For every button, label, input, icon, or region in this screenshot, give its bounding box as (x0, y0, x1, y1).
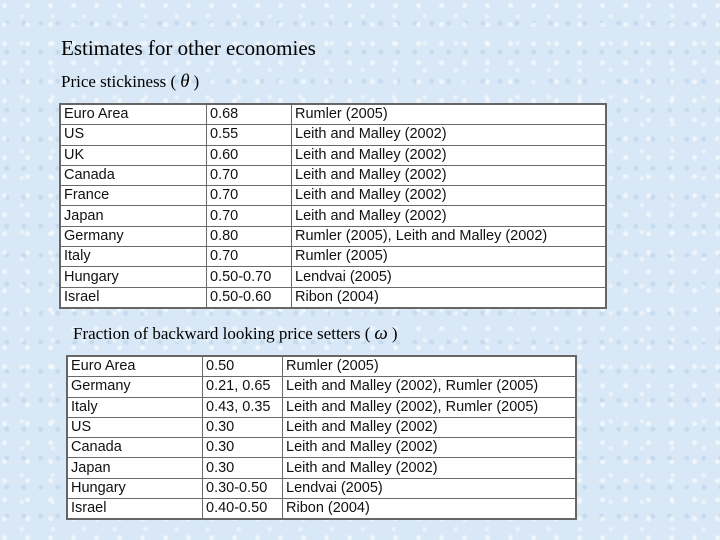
source-cell: Leith and Malley (2002) (282, 457, 577, 479)
source-cell: Leith and Malley (2002), Rumler (2005) (282, 396, 577, 418)
estimate-cell: 0.30 (202, 416, 283, 439)
country-cell: France (59, 185, 207, 207)
estimate-cell: 0.55 (206, 124, 292, 146)
country-cell: Canada (66, 437, 203, 459)
backward-looking-caption: Fraction of backward looking price sette… (73, 323, 398, 345)
caption-end: ) (391, 324, 398, 343)
caption-end: ) (193, 72, 200, 91)
estimate-cell: 0.50-0.70 (206, 266, 292, 288)
country-cell: Germany (59, 225, 207, 248)
country-cell: Hungary (66, 477, 203, 500)
table-row: France 0.70 Leith and Malley (2002) (59, 185, 607, 207)
table-row: Israel 0.40-0.50 Ribon (2004) (66, 498, 577, 520)
country-cell: Canada (59, 164, 207, 187)
country-cell: UK (59, 144, 207, 166)
source-cell: Ribon (2004) (282, 498, 577, 520)
source-cell: Leith and Malley (2002) (291, 205, 607, 227)
estimate-cell: 0.80 (206, 225, 292, 248)
caption-text: Price stickiness ( (61, 72, 177, 91)
country-cell: Italy (59, 246, 207, 268)
backward-looking-table: Euro Area 0.50 Rumler (2005) Germany 0.21, 0… (66, 355, 577, 521)
price-stickiness-table: Euro Area 0.68 Rumler (2005) US 0.55 Leith an… (59, 103, 607, 309)
source-cell: Rumler (2005) (282, 355, 577, 378)
slide-title: Estimates for other economies (61, 36, 316, 60)
theta-symbol: θ (180, 71, 190, 92)
estimate-cell: 0.30 (202, 457, 283, 479)
source-cell: Lendvai (2005) (282, 477, 577, 500)
source-cell: Leith and Malley (2002) (291, 185, 607, 207)
table-row: Japan 0.30 Leith and Malley (2002) (66, 457, 577, 479)
estimate-cell: 0.30-0.50 (202, 477, 283, 500)
table-row: US 0.55 Leith and Malley (2002) (59, 124, 607, 146)
source-cell: Leith and Malley (2002) (282, 416, 577, 439)
country-cell: Euro Area (59, 103, 207, 126)
source-cell: Leith and Malley (2002), Rumler (2005) (282, 376, 577, 398)
estimate-cell: 0.30 (202, 437, 283, 459)
country-cell: Japan (59, 205, 207, 227)
source-cell: Ribon (2004) (291, 286, 607, 309)
estimate-cell: 0.43, 0.35 (202, 396, 283, 418)
table-row: Hungary 0.50-0.70 Lendvai (2005) (59, 266, 607, 288)
table-row: Euro Area 0.50 Rumler (2005) (66, 355, 577, 378)
estimate-cell: 0.70 (206, 246, 292, 268)
estimate-cell: 0.21, 0.65 (202, 376, 283, 398)
estimate-cell: 0.40-0.50 (202, 498, 283, 520)
country-cell: US (59, 124, 207, 146)
table-row: Israel 0.50-0.60 Ribon (2004) (59, 286, 607, 309)
table-row: UK 0.60 Leith and Malley (2002) (59, 144, 607, 166)
estimate-cell: 0.70 (206, 205, 292, 227)
table-row: Italy 0.70 Rumler (2005) (59, 246, 607, 268)
source-cell: Rumler (2005) (291, 246, 607, 268)
country-cell: Euro Area (66, 355, 203, 378)
source-cell: Leith and Malley (2002) (291, 124, 607, 146)
country-cell: US (66, 416, 203, 439)
table-row: Canada 0.70 Leith and Malley (2002) (59, 164, 607, 187)
table-row: Canada 0.30 Leith and Malley (2002) (66, 437, 577, 459)
source-cell: Rumler (2005), Leith and Malley (2002) (291, 225, 607, 248)
estimate-cell: 0.50 (202, 355, 283, 378)
estimate-cell: 0.68 (206, 103, 292, 126)
source-cell: Leith and Malley (2002) (282, 437, 577, 459)
caption-text: Fraction of backward looking price sette… (73, 324, 371, 343)
table-row: Japan 0.70 Leith and Malley (2002) (59, 205, 607, 227)
estimate-cell: 0.50-0.60 (206, 286, 292, 309)
source-cell: Leith and Malley (2002) (291, 144, 607, 166)
estimate-cell: 0.60 (206, 144, 292, 166)
source-cell: Rumler (2005) (291, 103, 607, 126)
table-row: Hungary 0.30-0.50 Lendvai (2005) (66, 477, 577, 500)
table-row: Germany 0.21, 0.65 Leith and Malley (2002)… (66, 376, 577, 398)
source-cell: Leith and Malley (2002) (291, 164, 607, 187)
country-cell: Italy (66, 396, 203, 418)
omega-symbol: ω (374, 323, 388, 344)
estimate-cell: 0.70 (206, 164, 292, 187)
country-cell: Germany (66, 376, 203, 398)
country-cell: Israel (66, 498, 203, 520)
table-row: US 0.30 Leith and Malley (2002) (66, 416, 577, 439)
table-row: Italy 0.43, 0.35 Leith and Malley (2002), … (66, 396, 577, 418)
table-row: Germany 0.80 Rumler (2005), Leith and Mall… (59, 225, 607, 248)
country-cell: Hungary (59, 266, 207, 288)
country-cell: Israel (59, 286, 207, 309)
source-cell: Lendvai (2005) (291, 266, 607, 288)
price-stickiness-caption: Price stickiness (θ) (61, 71, 199, 93)
estimate-cell: 0.70 (206, 185, 292, 207)
table-row: Euro Area 0.68 Rumler (2005) (59, 103, 607, 126)
country-cell: Japan (66, 457, 203, 479)
